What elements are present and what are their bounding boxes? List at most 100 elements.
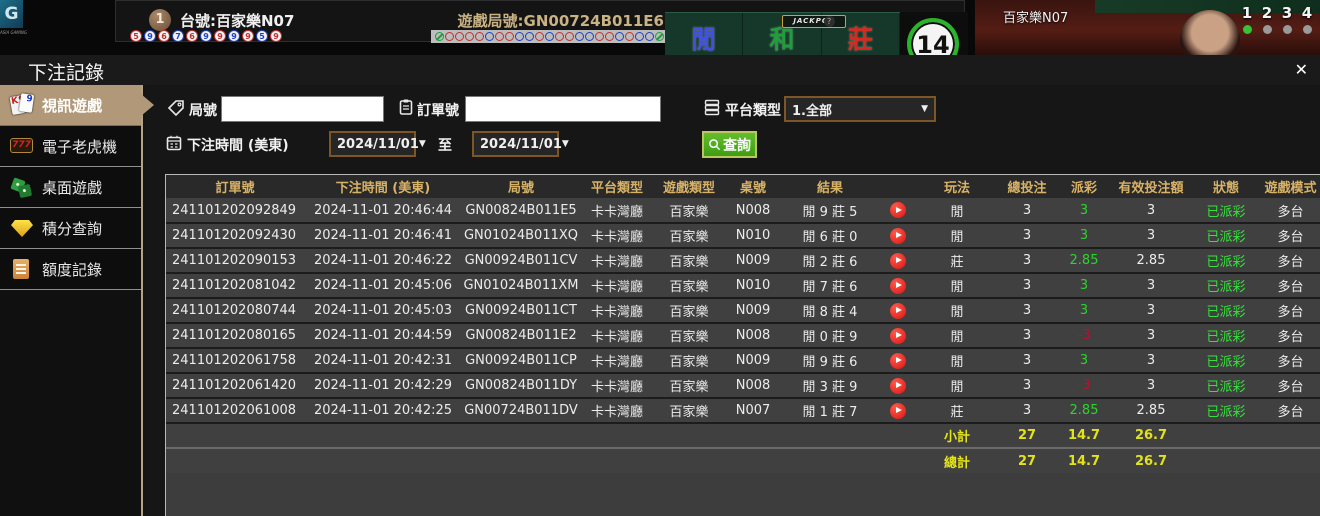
cell-payout: 3	[1058, 272, 1110, 298]
table-row: 241101202092849 2024-11-01 20:46:44 GN0082…	[166, 198, 1320, 223]
total-cell-order	[166, 447, 304, 473]
cell-time: 2024-11-01 20:46:41	[304, 222, 462, 248]
cell-mode: 多台	[1260, 297, 1320, 323]
cell-time: 2024-11-01 20:42:25	[304, 397, 462, 423]
road-marker	[475, 32, 484, 41]
camera-option-2[interactable]: 2	[1260, 4, 1274, 34]
cell-result: 閒 6 莊 0	[782, 222, 878, 248]
date-from-select[interactable]: 2024/11/01 ▼	[329, 131, 426, 157]
total-cell-valid: 26.7	[1110, 447, 1192, 473]
cell-result: 閒 0 莊 9	[782, 322, 878, 348]
round-filter-input[interactable]	[221, 96, 384, 122]
cell-table: N010	[724, 222, 782, 248]
road-marker	[485, 32, 494, 41]
cell-valid: 3	[1110, 272, 1192, 298]
search-button[interactable]: 查詢	[702, 131, 757, 158]
cell-game: 百家樂	[654, 297, 724, 323]
calendar-icon	[165, 134, 183, 152]
subtotal-cell-replay	[878, 422, 918, 448]
table-header-row: 訂單號 下注時間 (美東) 局號 平台類型 遊戲類型 桌號 結果 玩法 總投注 派彩 有效投注額 狀態…	[166, 175, 1320, 198]
bet-zone-label: 和	[769, 25, 795, 54]
table-row: 241101202090153 2024-11-01 20:46:22 GN0092…	[166, 247, 1320, 273]
table-row: 241101202080165 2024-11-01 20:44:59 GN0082…	[166, 322, 1320, 348]
total-cell-play: 總計	[918, 447, 996, 473]
road-marker	[615, 32, 624, 41]
cell-status: 已派彩	[1192, 272, 1260, 298]
replay-icon[interactable]	[890, 327, 906, 344]
replay-icon[interactable]	[890, 277, 906, 294]
bet-zone-閒[interactable]: 閒	[665, 13, 744, 55]
camera-option-4[interactable]: 4	[1300, 4, 1314, 34]
subtotal-cell-game	[654, 422, 724, 448]
cell-payout: 2.85	[1058, 397, 1110, 423]
cell-time: 2024-11-01 20:45:06	[304, 272, 462, 298]
column-header-遊戲類型: 遊戲類型	[654, 175, 724, 198]
road-marker	[515, 32, 524, 41]
subtotal-cell-order	[166, 422, 304, 448]
sidebar-item-label: 積分查詢	[42, 219, 103, 238]
camera-option-1[interactable]: 1	[1240, 4, 1254, 34]
sidebar-item-電子老虎機[interactable]: 777 電子老虎機	[0, 126, 141, 167]
sidebar-item-label: 額度記錄	[42, 260, 103, 279]
replay-icon[interactable]	[890, 227, 906, 244]
replay-icon[interactable]	[890, 352, 906, 369]
bet-zone-莊[interactable]: 莊	[822, 13, 900, 55]
column-header-玩法: 玩法	[918, 175, 996, 198]
road-marker	[505, 32, 514, 41]
cell-table: N009	[724, 297, 782, 323]
cell-result: 閒 1 莊 7	[782, 397, 878, 423]
cell-payout: -3	[1058, 322, 1110, 348]
column-header-局號: 局號	[462, 175, 580, 198]
replay-icon[interactable]	[890, 377, 906, 394]
sidebar: K♥ 9 視訊遊戲 777 電子老虎機 桌面遊戲積分查詢額度記錄	[0, 85, 143, 516]
cell-valid: 3	[1110, 322, 1192, 348]
sidebar-item-積分查詢[interactable]: 積分查詢	[0, 208, 141, 249]
cell-table: N007	[724, 397, 782, 423]
road-marker	[445, 32, 454, 41]
total-cell-result	[782, 447, 878, 473]
road-marker	[495, 32, 504, 41]
order-filter-input[interactable]	[465, 96, 661, 122]
cell-status: 已派彩	[1192, 222, 1260, 248]
camera-option-3[interactable]: 3	[1280, 4, 1294, 34]
cell-table: N008	[724, 372, 782, 398]
replay-icon[interactable]	[890, 302, 906, 319]
cell-valid: 3	[1110, 347, 1192, 373]
search-button-label: 查詢	[723, 137, 751, 154]
cell-total: 3	[996, 397, 1058, 423]
cell-table: N009	[724, 347, 782, 373]
platform-select[interactable]: 1.全部 ▼	[784, 96, 936, 122]
total-cell-replay	[878, 447, 918, 473]
cell-play: 莊	[918, 247, 996, 273]
date-to-select[interactable]: 2024/11/01 ▼	[472, 131, 569, 157]
sidebar-item-額度記錄[interactable]: 額度記錄	[0, 249, 141, 290]
replay-icon[interactable]	[890, 402, 906, 419]
bet-zone-和[interactable]: JACKPOT? 和	[743, 13, 846, 55]
sidebar-item-桌面遊戲[interactable]: 桌面遊戲	[0, 167, 141, 208]
cell-platform: 卡卡灣廳	[580, 272, 654, 298]
cell-valid: 3	[1110, 222, 1192, 248]
jackpot-help-icon[interactable]: ?	[823, 16, 835, 27]
total-cell-round	[462, 447, 580, 473]
sidebar-item-視訊遊戲[interactable]: K♥ 9 視訊遊戲	[0, 85, 141, 126]
sidebar-item-label: 視訊遊戲	[42, 96, 103, 115]
cell-platform: 卡卡灣廳	[580, 322, 654, 348]
cell-total: 3	[996, 247, 1058, 273]
road-marker	[575, 32, 584, 41]
replay-icon[interactable]	[890, 202, 906, 218]
close-icon[interactable]: ✕	[1294, 60, 1308, 79]
cell-status: 已派彩	[1192, 397, 1260, 423]
total-cell-payout: 14.7	[1058, 447, 1110, 473]
slot-icon: 777	[10, 134, 34, 158]
gem-icon	[10, 216, 34, 240]
replay-icon[interactable]	[890, 252, 906, 269]
cell-replay	[878, 198, 918, 223]
cell-payout: 3	[1058, 222, 1110, 248]
cell-mode: 多台	[1260, 397, 1320, 423]
road-marker	[435, 32, 444, 41]
cell-platform: 卡卡灣廳	[580, 247, 654, 273]
cell-status: 已派彩	[1192, 198, 1260, 223]
road-marker	[525, 32, 534, 41]
cell-total: 3	[996, 297, 1058, 323]
